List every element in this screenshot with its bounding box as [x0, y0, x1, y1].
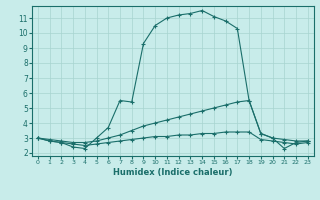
X-axis label: Humidex (Indice chaleur): Humidex (Indice chaleur): [113, 168, 233, 177]
